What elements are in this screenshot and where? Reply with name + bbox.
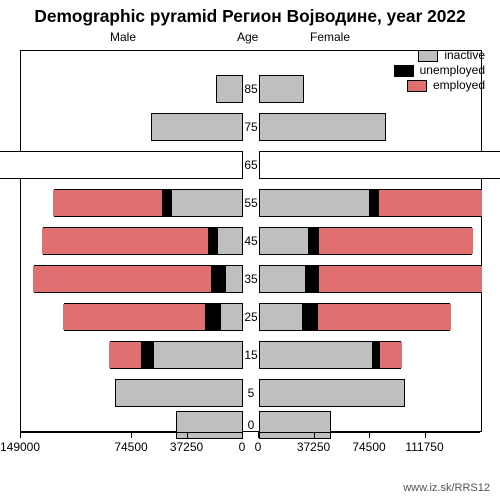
female-bar bbox=[259, 303, 450, 331]
x-axis: 1490007450037250003725074500111750 bbox=[20, 432, 480, 472]
tick-label: 111750 bbox=[405, 440, 443, 454]
female-bar bbox=[259, 379, 405, 407]
male-segment-unemployed bbox=[209, 228, 218, 254]
male-segment-inactive bbox=[154, 342, 242, 368]
tick-label: 0 bbox=[255, 440, 262, 454]
female-segment-employed bbox=[378, 190, 482, 216]
female-segment-unemployed bbox=[372, 342, 379, 368]
male-segment-unemployed bbox=[142, 342, 154, 368]
female-bar bbox=[259, 189, 481, 217]
source-label: www.iz.sk/RRS12 bbox=[403, 482, 490, 494]
male-segment-employed bbox=[63, 304, 206, 330]
male-segment-inactive bbox=[218, 228, 242, 254]
male-bar bbox=[115, 379, 243, 407]
female-segment-unemployed bbox=[305, 266, 318, 292]
male-segment-inactive bbox=[226, 266, 242, 292]
female-bar bbox=[259, 113, 386, 141]
male-segment-employed bbox=[33, 266, 212, 292]
female-segment-employed bbox=[379, 342, 401, 368]
female-segment-unemployed bbox=[369, 190, 378, 216]
female-bar bbox=[259, 151, 500, 179]
female-segment-inactive bbox=[260, 304, 302, 330]
female-segment-inactive bbox=[260, 266, 305, 292]
male-bar bbox=[54, 189, 243, 217]
male-bar bbox=[43, 227, 243, 255]
female-segment-inactive bbox=[260, 342, 372, 368]
male-header: Male bbox=[110, 30, 136, 44]
plot-inner: 857565554535251550 bbox=[21, 51, 481, 431]
female-bar bbox=[259, 265, 481, 293]
male-segment-employed bbox=[42, 228, 209, 254]
pyramid-chart: Demographic pyramid Регион Војводине, ye… bbox=[0, 0, 500, 500]
tick-label: 37250 bbox=[170, 440, 203, 454]
male-segment-inactive bbox=[172, 190, 242, 216]
female-segment-unemployed bbox=[302, 304, 317, 330]
male-segment-inactive bbox=[221, 304, 242, 330]
male-segment-employed bbox=[53, 190, 163, 216]
female-segment-employed bbox=[317, 304, 451, 330]
plot-area: 857565554535251550 bbox=[20, 50, 482, 432]
tick-label: 74500 bbox=[352, 440, 385, 454]
male-bar bbox=[34, 265, 243, 293]
age-header: Age bbox=[237, 30, 258, 44]
tick-label: 0 bbox=[239, 440, 246, 454]
female-segment-employed bbox=[318, 228, 473, 254]
male-bar bbox=[110, 341, 243, 369]
female-segment-inactive bbox=[260, 190, 369, 216]
tick-label: 37250 bbox=[297, 440, 330, 454]
male-segment-employed bbox=[109, 342, 142, 368]
female-segment-unemployed bbox=[308, 228, 318, 254]
tick-label: 149000 bbox=[0, 440, 40, 454]
tick-label: 74500 bbox=[114, 440, 147, 454]
male-bar bbox=[216, 75, 243, 103]
female-header: Female bbox=[310, 30, 350, 44]
male-bar bbox=[151, 113, 243, 141]
female-segment-employed bbox=[318, 266, 482, 292]
male-segment-unemployed bbox=[206, 304, 221, 330]
female-bar bbox=[259, 75, 304, 103]
male-bar bbox=[64, 303, 243, 331]
female-bar bbox=[259, 227, 472, 255]
male-segment-unemployed bbox=[212, 266, 225, 292]
male-bar bbox=[0, 151, 243, 179]
chart-title: Demographic pyramid Регион Војводине, ye… bbox=[0, 6, 500, 27]
male-segment-unemployed bbox=[163, 190, 172, 216]
female-segment-inactive bbox=[260, 228, 308, 254]
female-bar bbox=[259, 341, 401, 369]
